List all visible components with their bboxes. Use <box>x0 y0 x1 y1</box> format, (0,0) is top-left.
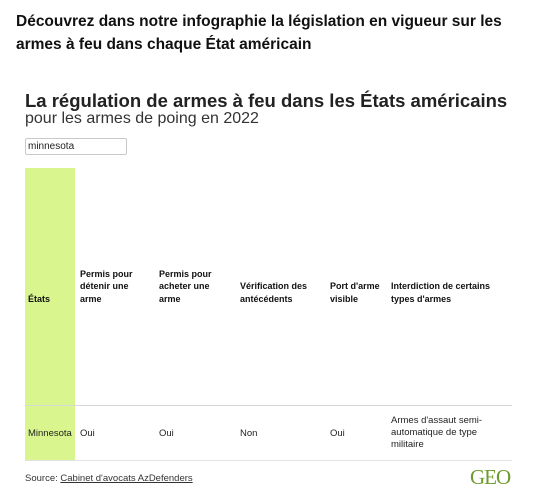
table-bottom-divider <box>25 460 512 461</box>
column-header-open-carry[interactable]: Port d'arme visible <box>330 281 380 304</box>
cell-state: Minnesota <box>28 428 72 439</box>
column-header-permit-buy[interactable]: Permis pour acheter une arme <box>159 268 212 304</box>
column-header-permit-own[interactable]: Permis pour détenir une arme <box>80 268 133 304</box>
column-header-background-check[interactable]: Vérification des antécédents <box>240 281 308 304</box>
column-header-states[interactable]: États <box>28 293 51 304</box>
chart-subtitle: pour les armes de poing en 2022 <box>25 110 259 127</box>
cell-open-carry: Oui <box>330 428 345 439</box>
state-column-highlight <box>25 168 75 460</box>
source-link[interactable]: Cabinet d'avocats AzDefenders <box>60 473 193 484</box>
cell-permit-own: Oui <box>80 428 95 439</box>
article-headline: Découvrez dans notre infographie la légi… <box>16 13 502 53</box>
state-search-input[interactable] <box>25 138 127 155</box>
cell-weapon-ban: Armes d'assaut semi-automatique de type … <box>391 415 483 450</box>
source-label: Source: <box>25 473 61 484</box>
table-header: États Permis pour détenir une arme Permi… <box>25 168 512 405</box>
source-note: Source: Cabinet d'avocats AzDefenders <box>25 473 193 484</box>
column-header-weapon-ban[interactable]: Interdiction de certains types d'armes <box>391 281 491 304</box>
cell-permit-buy: Oui <box>159 428 174 439</box>
cell-background-check: Non <box>240 428 258 439</box>
geo-logo: GEO <box>470 465 511 489</box>
chart-title: La régulation de armes à feu dans les Ét… <box>25 90 508 111</box>
header-divider <box>25 405 512 406</box>
